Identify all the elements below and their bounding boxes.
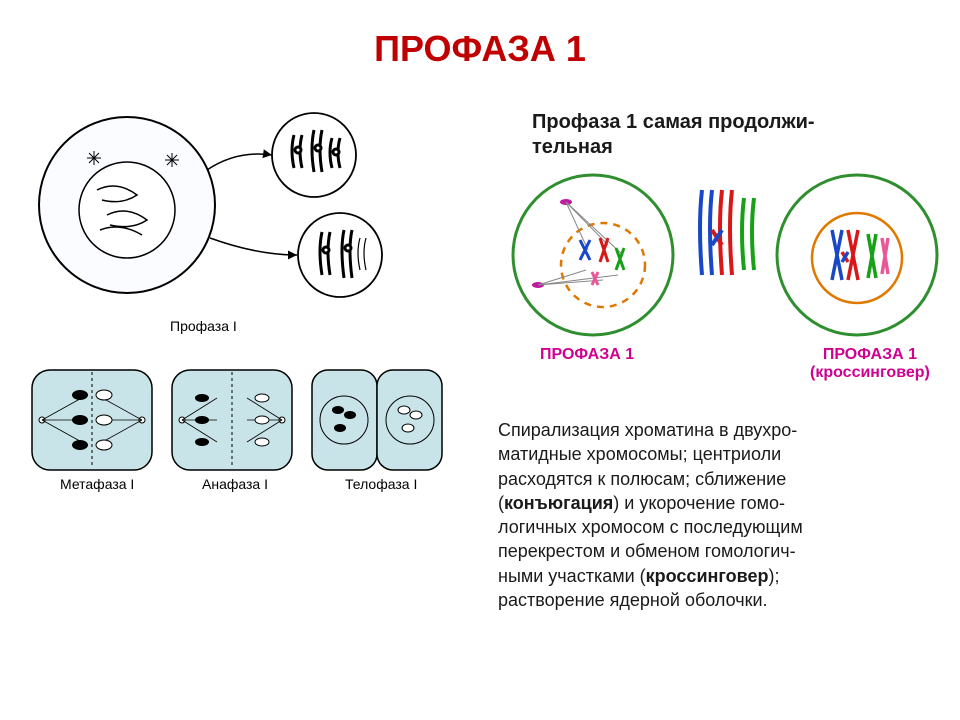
caption-anaphase: Анафаза I	[202, 476, 268, 492]
description-text: Спирализация хроматина в двухро- матидны…	[498, 418, 938, 612]
label-prophase-right-l2: (кроссинговер)	[810, 364, 930, 381]
caption-prophase1-left: Профаза I	[170, 318, 237, 334]
label-prophase-right-l1: ПРОФАЗА 1	[823, 346, 917, 363]
subtitle: Профаза 1 самая продолжи- тельная	[532, 110, 815, 160]
diagram-bivalents-middle	[688, 180, 768, 310]
diagram-prophase-color-right	[772, 170, 942, 340]
caption-telophase: Телофаза I	[345, 476, 417, 492]
page-title: ПРОФАЗА 1	[0, 0, 960, 70]
diagram-prophase-color-left	[508, 170, 678, 340]
caption-metaphase: Метафаза I	[60, 476, 134, 492]
label-prophase-right: ПРОФАЗА 1 (кроссинговер)	[810, 346, 930, 383]
label-prophase-left: ПРОФАЗА 1	[540, 346, 634, 364]
